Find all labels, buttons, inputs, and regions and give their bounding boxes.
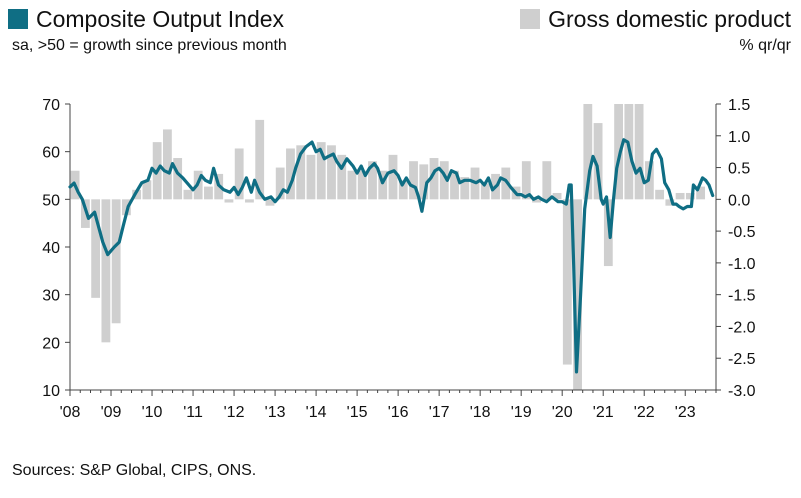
gdp-bar-2012Q3 [255, 119, 265, 200]
gdp-bar-2012Q2 [245, 199, 254, 203]
x-tick-label: '20 [552, 404, 573, 421]
y-right-tick-label: 0.0 [728, 192, 750, 209]
gdp-bar-2014Q4 [347, 170, 357, 200]
gdp-bar-2019Q2 [532, 199, 541, 203]
gdp-bars [70, 104, 706, 390]
y-right-tick-label: 1.5 [728, 97, 750, 114]
legend-bars: Gross domestic product % qr/qr [520, 6, 791, 55]
x-tick-label: '09 [101, 404, 122, 421]
x-tick-label: '17 [429, 404, 450, 421]
gdp-bar-2009Q1 [111, 199, 121, 324]
x-tick-label: '23 [675, 404, 696, 421]
y-left-tick-label: 60 [42, 145, 60, 162]
gdp-bar-2020Q2 [573, 199, 582, 390]
y-right-tick-label: 1.0 [728, 129, 750, 146]
gdp-bar-2019Q1 [521, 161, 531, 200]
y-left-tick-label: 40 [42, 240, 60, 257]
axes [65, 103, 721, 396]
y-right-tick-label: -2.0 [728, 319, 756, 336]
gdp-bar-2013Q4 [306, 154, 316, 200]
gdp-bar-2020Q1 [562, 199, 572, 365]
gdp-bar-2011Q2 [204, 186, 213, 200]
legend-bar-subtitle: % qr/qr [739, 37, 791, 54]
gdp-bar-2018Q3 [501, 167, 511, 200]
gdp-bar-2016Q1 [398, 180, 408, 200]
sources-note: Sources: S&P Global, CIPS, ONS. [12, 462, 257, 479]
gdp-bar-2013Q2 [286, 148, 295, 200]
gdp-bar-2022Q4 [675, 192, 685, 200]
gdp-bar-2015Q2 [368, 161, 377, 200]
gdp-bar-2019Q3 [542, 161, 552, 200]
gdp-bar-2021Q2 [614, 104, 623, 200]
legend-line-label: Composite Output Index [36, 6, 285, 32]
gdp-bar-2017Q1 [439, 161, 449, 200]
y-left-tick-label: 10 [42, 383, 60, 400]
legend-swatch-line [8, 9, 28, 29]
gdp-bar-2016Q4 [429, 158, 439, 200]
legend-line: Composite Output Index sa, >50 = growth … [8, 6, 287, 55]
gdp-bar-2009Q4 [142, 180, 152, 200]
gdp-bar-2015Q1 [357, 170, 367, 200]
gdp-bar-2011Q4 [224, 199, 234, 203]
composite-output-line [68, 138, 715, 374]
y-right-tick-label: -1.0 [728, 256, 756, 273]
y-right-tick-label: -1.5 [728, 288, 756, 305]
x-tick-label: '10 [142, 404, 163, 421]
gdp-bar-2013Q3 [296, 145, 306, 200]
gdp-bar-2016Q3 [419, 164, 429, 200]
gdp-bar-2012Q1 [234, 148, 244, 200]
gdp-bar-2017Q3 [460, 177, 470, 200]
x-tick-label: '08 [60, 404, 81, 421]
gdp-bar-2014Q1 [316, 142, 326, 200]
gdp-bar-2014Q2 [327, 145, 336, 200]
y-left-tick-label: 20 [42, 335, 60, 352]
x-tick-label: '12 [224, 404, 245, 421]
tick-labels: 10 20 30 40 50 60 70 -3.0 -2.5 -2.0 -1.5 -1.0 -0.5 0.… [42, 97, 755, 421]
gdp-bar-2017Q2 [450, 170, 459, 200]
x-tick-label: '15 [347, 404, 368, 421]
composite-line-group [68, 138, 715, 374]
gdp-bar-2015Q3 [378, 170, 388, 200]
legend-bar-label: Gross domestic product [548, 6, 791, 32]
y-left-tick-label: 70 [42, 97, 60, 114]
gdp-bar-2021Q4 [634, 104, 644, 200]
gdp-bar-2020Q4 [593, 123, 603, 200]
gdp-bar-2016Q2 [409, 161, 418, 200]
x-tick-label: '16 [388, 404, 409, 421]
x-tick-label: '14 [306, 404, 327, 421]
gdp-bar-2010Q2 [163, 129, 172, 200]
gdp-bar-2018Q1 [480, 183, 490, 200]
x-tick-label: '19 [511, 404, 532, 421]
x-tick-label: '21 [593, 404, 614, 421]
gdp-bar-2010Q3 [173, 158, 183, 200]
y-left-tick-label: 50 [42, 192, 60, 209]
gdp-bar-2008Q4 [101, 199, 111, 343]
gdp-bar-2015Q4 [388, 154, 398, 200]
gdp-bar-2008Q3 [91, 199, 101, 298]
y-right-tick-label: -3.0 [728, 383, 756, 400]
legend-line-subtitle: sa, >50 = growth since previous month [12, 37, 287, 54]
x-tick-label: '13 [265, 404, 286, 421]
gdp-bar-2022Q2 [655, 189, 665, 200]
y-right-tick-label: -2.5 [728, 351, 756, 368]
gdp-bar-2013Q1 [275, 167, 285, 200]
gdp-bar-2010Q4 [183, 189, 193, 200]
gdp-bar-2020Q3 [583, 104, 593, 200]
x-tick-label: '11 [183, 404, 203, 421]
gdp-bar-2012Q4 [265, 199, 275, 206]
x-tick-label: '18 [470, 404, 491, 421]
x-tick-label: '22 [634, 404, 655, 421]
legend-swatch-bars [520, 9, 541, 29]
gdp-bar-2023Q1 [685, 192, 695, 200]
y-right-tick-label: -0.5 [728, 224, 756, 241]
y-right-tick-label: 0.5 [728, 161, 750, 178]
gdp-bar-2023Q2 [696, 186, 706, 200]
y-left-tick-label: 30 [42, 288, 60, 305]
gdp-bar-2014Q3 [337, 154, 347, 200]
gdp-bar-2019Q4 [552, 192, 562, 200]
gdp-bar-2022Q3 [665, 199, 675, 206]
